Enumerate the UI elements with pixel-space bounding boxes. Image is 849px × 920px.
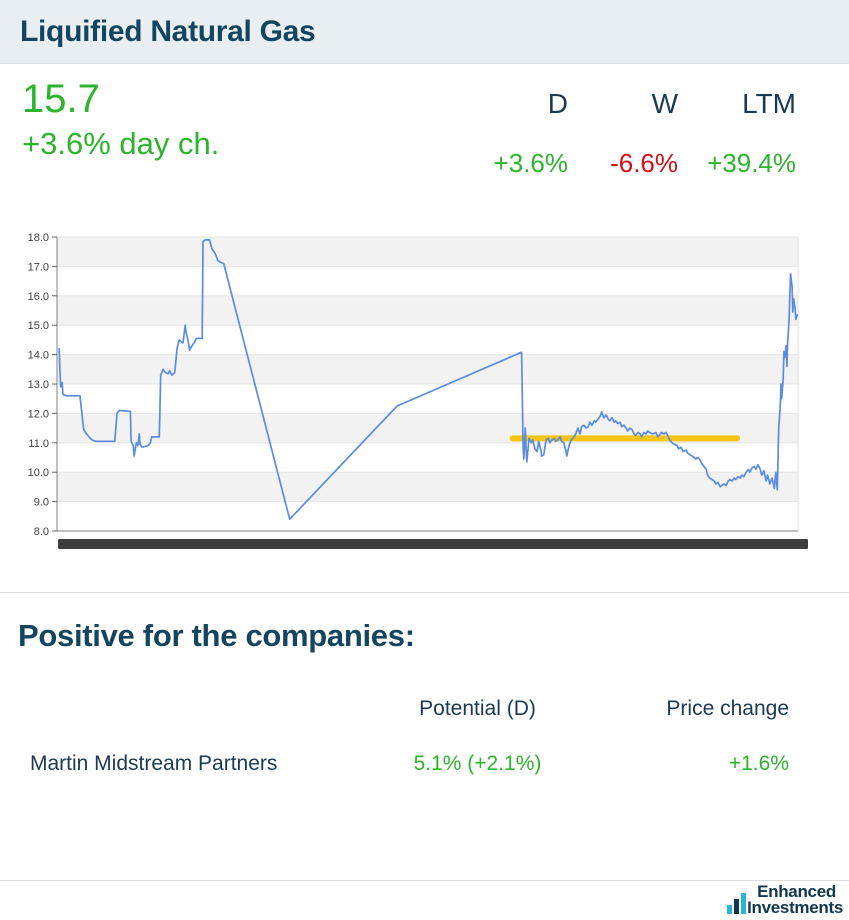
y-tick-label: 12.0 [28, 408, 49, 420]
chart-band [57, 237, 798, 267]
period-value-d: +3.6% [493, 148, 568, 178]
brand-logo: Enhanced Investments [727, 882, 843, 917]
y-tick-label: 8.0 [34, 526, 49, 538]
y-tick-label: 18.0 [28, 232, 49, 244]
day-change-label: +3.6% day ch. [22, 126, 220, 161]
col-header-price-change: Price change [666, 697, 789, 720]
companies-section: Positive for the companies: Potential (D… [0, 593, 849, 776]
section-divider [0, 592, 849, 593]
bar-chart-icon [727, 893, 747, 916]
y-tick-label: 13.0 [28, 379, 49, 391]
companies-table-header: Potential (D) Price change [0, 697, 849, 721]
period-header-ltm: LTM [742, 88, 796, 119]
y-tick-label: 15.0 [28, 320, 49, 332]
period-value-w: -6.6% [610, 148, 678, 178]
y-tick-label: 11.0 [28, 438, 49, 450]
price-value: 15.7 [22, 77, 100, 121]
y-tick-label: 14.0 [28, 350, 49, 362]
y-tick-label: 16.0 [28, 291, 49, 303]
chart-band [57, 295, 798, 326]
chart-band [57, 472, 798, 502]
page-title: Liquified Natural Gas [20, 14, 316, 48]
y-tick-label: 9.0 [34, 497, 49, 509]
price-chart: 8.0 9.0 10.0 11.0 12.0 13.0 14.0 15.0 16.0 17.0 18… [28, 232, 808, 549]
period-value-ltm: +39.4% [707, 148, 796, 178]
table-row: Martin Midstream Partners 5.1% (+2.1%) +… [0, 752, 849, 776]
period-header-d: D [547, 88, 568, 119]
price-block: 15.7 +3.6% day ch. [22, 76, 219, 162]
col-header-potential: Potential (D) [419, 697, 536, 720]
y-tick-label: 10.0 [28, 467, 49, 479]
companies-title: Positive for the companies: [18, 618, 415, 653]
brand-name-line1: Enhanced [757, 882, 836, 901]
chart-band [57, 354, 798, 384]
brand-name-line2: Investments [747, 898, 843, 917]
y-tick-label: 17.0 [28, 261, 49, 273]
chart-section: 8.0 9.0 10.0 11.0 12.0 13.0 14.0 15.0 16.0 17.0 18… [0, 225, 849, 555]
period-returns: D W LTM +3.6% -6.6% +39.4% [458, 88, 796, 178]
brand-name: Enhanced Investments [747, 882, 843, 917]
company-name: Martin Midstream Partners [30, 752, 278, 775]
company-price-change: +1.6% [728, 752, 789, 775]
summary-section: 15.7 +3.6% day ch. D W LTM +3.6% -6.6% +… [0, 64, 849, 225]
col-header-company [0, 697, 385, 721]
company-potential: 5.1% (+2.1%) [413, 752, 542, 775]
period-header-w: W [651, 88, 678, 119]
price-line [58, 239, 799, 521]
footer: Enhanced Investments [0, 880, 849, 920]
header: Liquified Natural Gas [0, 0, 849, 64]
chart-scrollbar[interactable] [58, 539, 808, 549]
